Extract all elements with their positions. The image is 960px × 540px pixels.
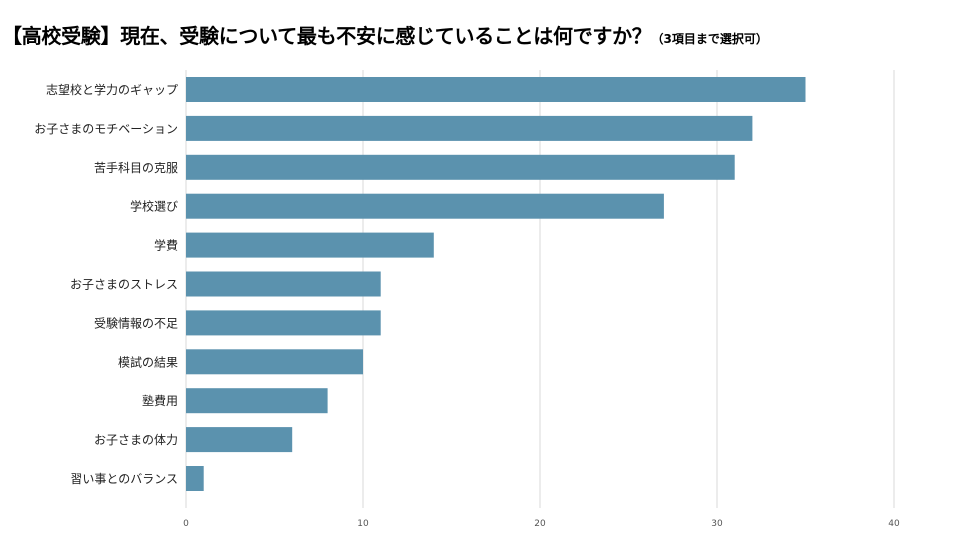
bar (186, 154, 735, 180)
x-tick-label: 10 (357, 519, 369, 529)
chart-title-note: （3項目まで選択可） (651, 32, 768, 46)
category-label: お子さまのモチベーション (34, 122, 178, 136)
bar (186, 349, 363, 375)
bar (186, 427, 293, 453)
category-label: 学校選び (130, 199, 178, 214)
bar (186, 310, 381, 336)
category-label: お子さまの体力 (94, 433, 178, 447)
bar (186, 271, 381, 297)
bar (186, 466, 204, 491)
chart-title-main: 【高校受験】現在、受験について最も不安に感じていることは何ですか？ (2, 24, 652, 48)
category-label: 模試の結果 (118, 354, 178, 369)
category-label: お子さまのストレス (70, 278, 178, 292)
category-label: 受験情報の不足 (94, 315, 178, 330)
category-label: 学費 (154, 238, 178, 253)
category-label: 習い事とのバランス (70, 472, 178, 486)
category-label: 苦手科目の克服 (94, 161, 178, 175)
bar (186, 193, 664, 219)
category-label: 志望校と学力のギャップ (46, 82, 178, 97)
bar (186, 388, 328, 414)
bar (186, 115, 753, 141)
category-label: 塾費用 (142, 393, 178, 408)
x-tick-label: 20 (534, 519, 546, 529)
bar (186, 77, 806, 102)
x-tick-label: 30 (711, 519, 723, 529)
x-tick-label: 40 (888, 519, 900, 529)
x-tick-label: 0 (183, 519, 189, 529)
chart-title: 【高校受験】現在、受験について最も不安に感じていることは何ですか？（3項目まで選… (2, 26, 768, 46)
bar (186, 232, 434, 258)
